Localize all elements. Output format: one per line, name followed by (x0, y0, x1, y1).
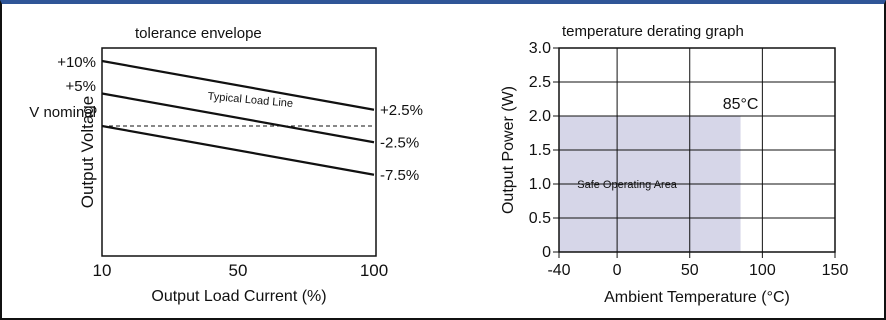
derating-y-axis-label: Output Power (W) (500, 86, 517, 214)
derating-grid (559, 48, 835, 252)
derating-y-tick-0: 0 (542, 244, 551, 261)
tolerance-line-2 (101, 124, 375, 176)
tolerance-plot-frame (101, 47, 377, 257)
tolerance-y-tick-plus10: +10% (57, 54, 96, 71)
tolerance-end-label-2: -7.5% (380, 167, 419, 184)
derating-85c-label: 85°C (723, 96, 759, 113)
tolerance-line-3 (101, 92, 375, 144)
tolerance-x-tick-100: 100 (360, 261, 388, 280)
derating-y-tick-4: 2.0 (529, 108, 551, 125)
tolerance-x-tick-10: 10 (93, 261, 112, 280)
derating-y-tick-2: 1.0 (529, 176, 551, 193)
tolerance-series-group (101, 59, 375, 176)
tolerance-end-label-0: +2.5% (380, 102, 423, 119)
tolerance-y-tick-plus5: +5% (66, 78, 96, 95)
derating-y-tick-6: 3.0 (529, 40, 551, 57)
tolerance-chart: tolerance envelope Output Voltage Output… (29, 25, 423, 305)
safe-operating-area-label: Safe Operating Area (577, 179, 678, 191)
derating-chart: temperature derating graph Output Power … (500, 23, 848, 306)
tolerance-chart-title: tolerance envelope (135, 25, 262, 42)
derating-x-tick-4: 150 (822, 262, 849, 279)
tolerance-y-axis-label: Output Voltage (78, 96, 97, 208)
tolerance-end-labels: +2.5% -7.5% -2.5% (380, 102, 423, 184)
tolerance-line-0 (101, 59, 375, 111)
derating-chart-title: temperature derating graph (562, 23, 744, 40)
tolerance-y-tick-nominal: V nominal (29, 104, 96, 121)
derating-x-tick-2: 50 (681, 262, 699, 279)
derating-y-tick-5: 2.5 (529, 74, 551, 91)
derating-y-tick-1: 0.5 (529, 210, 551, 227)
derating-y-ticks: 0 0.5 1.0 1.5 2.0 2.5 3.0 (529, 40, 559, 261)
derating-y-tick-3: 1.5 (529, 142, 551, 159)
derating-x-tick-1: 0 (613, 262, 622, 279)
tolerance-x-axis-label: Output Load Current (%) (151, 288, 326, 305)
derating-x-axis-label: Ambient Temperature (°C) (604, 289, 790, 306)
tolerance-end-label-3: -2.5% (380, 134, 419, 151)
derating-x-tick-3: 100 (749, 262, 776, 279)
derating-x-ticks: -40 0 50 100 150 (547, 252, 848, 279)
derating-x-tick-0: -40 (547, 262, 570, 279)
tolerance-x-tick-50: 50 (229, 261, 248, 280)
